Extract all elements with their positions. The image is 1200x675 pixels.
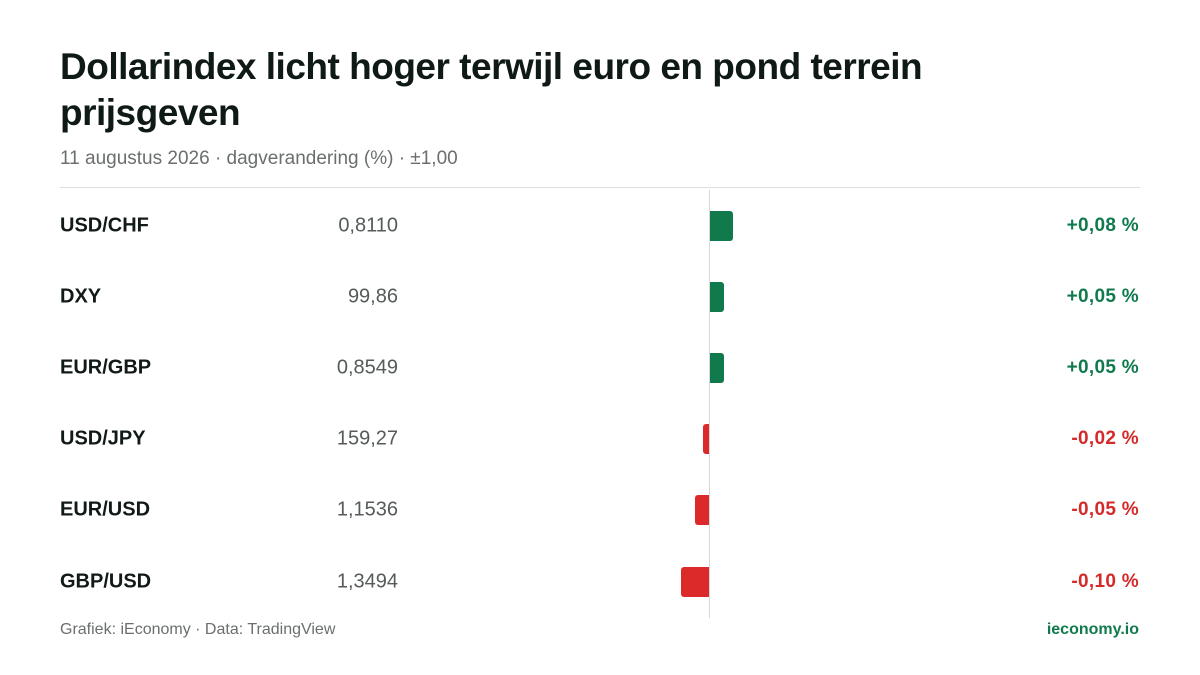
price-value: 1,3494 (336, 570, 398, 593)
change-bar (694, 495, 709, 526)
change-bar (710, 210, 733, 241)
zero-axis-line (709, 190, 710, 618)
change-label: -0,10 % (1071, 570, 1139, 592)
change-bar (703, 424, 709, 455)
change-label: -0,05 % (1071, 499, 1139, 521)
change-label: -0,02 % (1071, 428, 1139, 450)
chart-title: Dollarindex licht hoger terwijl euro en … (60, 46, 923, 133)
price-value: 1,1536 (336, 498, 398, 521)
pair-label: GBP/USD (60, 570, 152, 593)
pair-label: USD/CHF (60, 214, 149, 237)
change-label: +0,05 % (1066, 285, 1139, 307)
table-row: EUR/USD 1,1536 -0,05 % (0, 475, 1200, 546)
change-label: +0,05 % (1066, 356, 1139, 378)
pair-label: DXY (60, 285, 102, 308)
change-bar (680, 566, 709, 597)
pair-label: USD/JPY (60, 427, 146, 450)
table-row: EUR/GBP 0,8549 +0,05 % (0, 332, 1200, 403)
table-row: USD/JPY 159,27 -0,02 % (0, 404, 1200, 475)
change-bar (710, 281, 725, 312)
table-row: DXY 99,86 +0,05 % (0, 261, 1200, 332)
chart-subtitle: 11 augustus 2026 · dagverandering (%) · … (60, 148, 458, 169)
chart-rows: USD/CHF 0,8110 +0,08 % DXY 99,86 +0,05 % EUR/G… (0, 190, 1200, 617)
footer-credit: Grafiek: iEconomy · Data: TradingView (60, 621, 336, 638)
footer-brand-link[interactable]: ieconomy.io (1046, 621, 1139, 638)
table-row: GBP/USD 1,3494 -0,10 % (0, 546, 1200, 617)
header-divider (60, 187, 1140, 188)
price-value: 159,27 (336, 427, 398, 450)
pair-label: EUR/USD (60, 498, 151, 521)
price-value: 0,8110 (338, 214, 398, 237)
change-label: +0,08 % (1066, 214, 1139, 236)
change-bar (710, 352, 725, 383)
pair-label: EUR/GBP (60, 356, 152, 379)
price-value: 99,86 (347, 285, 398, 308)
table-row: USD/CHF 0,8110 +0,08 % (0, 190, 1200, 261)
price-value: 0,8549 (336, 356, 398, 379)
